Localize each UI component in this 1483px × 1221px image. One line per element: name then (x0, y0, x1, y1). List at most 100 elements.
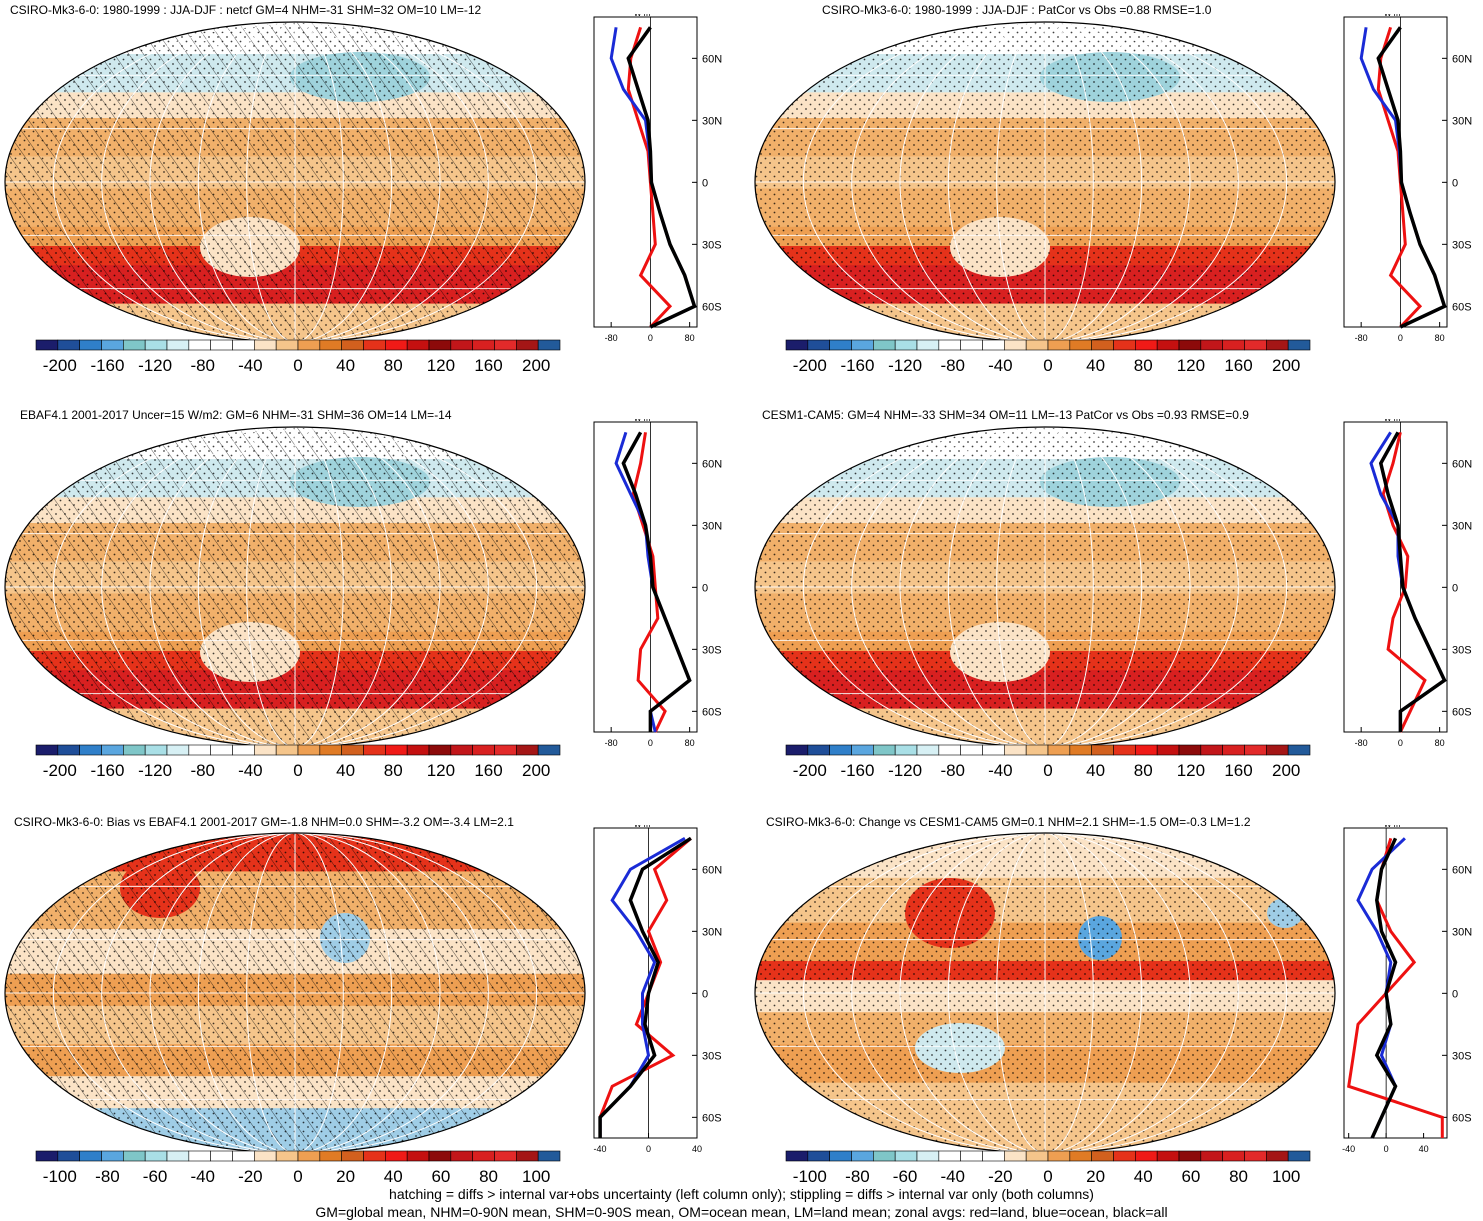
colorbar-tick-label: 80 (1134, 761, 1153, 780)
lat-tick-label: 60N (1452, 864, 1472, 876)
colorbar-tick-label: 0 (293, 356, 302, 375)
lat-tick-label: 30S (702, 1050, 722, 1062)
lat-tick-label: 30N (702, 115, 722, 127)
colorbar-tick-label: 0 (1043, 761, 1052, 780)
global-map (754, 21, 1336, 343)
panel-title: CSIRO-Mk3-6-0: 1980-1999 : JJA-DJF : net… (10, 3, 482, 17)
lat-tick-label: 30N (702, 520, 722, 532)
colorbar-tick-label: -80 (190, 356, 215, 375)
units-label: W m⁻² (1384, 419, 1408, 423)
lat-tick-label: 60S (1452, 301, 1472, 313)
zonal-all-line (1378, 431, 1447, 732)
colorbar-tick-label: 120 (427, 356, 455, 375)
colorbar-tick-label: 80 (479, 1167, 498, 1186)
x-tick-label: 0 (1384, 1144, 1389, 1154)
colorbar-tick-label: -20 (238, 1167, 263, 1186)
colorbar-tick-label: 0 (293, 761, 302, 780)
units-label: W m⁻² (634, 825, 658, 829)
colorbar-tick-label: -60 (143, 1167, 168, 1186)
units-label: W m⁻² (634, 14, 658, 18)
lat-tick-label: 60N (702, 864, 722, 876)
colorbar-tick-label: 20 (336, 1167, 355, 1186)
colorbar-tick-label: -160 (840, 761, 874, 780)
lat-tick-label: 60N (702, 53, 722, 65)
lat-tick-label: 0 (1452, 582, 1458, 594)
colorbar-tick-label: 0 (1043, 1167, 1052, 1186)
colorbar-tick-label: -200 (793, 356, 827, 375)
colorbar-tick-label: 0 (293, 1167, 302, 1186)
lat-tick-label: 30S (1452, 239, 1472, 251)
zonal-all-line (598, 836, 692, 1138)
global-map (754, 832, 1336, 1154)
colorbar-tick-label: -60 (893, 1167, 918, 1186)
footer-note-hatching: hatching = diffs > internal var+obs unce… (389, 1186, 1094, 1202)
colorbar-tick-label: -120 (888, 761, 922, 780)
global-map (4, 21, 586, 343)
x-tick-label: 80 (1435, 738, 1445, 748)
panel-title: CSIRO-Mk3-6-0: Bias vs EBAF4.1 2001-2017… (14, 815, 514, 829)
lat-tick-label: 60N (1452, 53, 1472, 65)
colorbar-tick-label: -40 (238, 761, 263, 780)
colorbar-tick-label: 40 (336, 356, 355, 375)
colorbar: -100 -80 -60 -40 -20 0 20 40 60 80 100 (35, 1150, 561, 1186)
colorbar-tick-label: -120 (138, 761, 172, 780)
colorbar: -100 -80 -60 -40 -20 0 20 40 60 80 100 (785, 1150, 1311, 1186)
zonal-mean-plot: W m⁻² -80 0 80 60N 30N 0 30S 60S (593, 14, 722, 343)
lat-tick-label: 60N (702, 458, 722, 470)
colorbar-tick-label: -100 (43, 1167, 77, 1186)
colorbar-tick-label: 80 (384, 356, 403, 375)
panel-title: CSIRO-Mk3-6-0: 1980-1999 : JJA-DJF : Pat… (822, 3, 1212, 17)
colorbar: -200 -160 -120 -80 -40 0 40 80 120 160 200 (35, 339, 561, 375)
x-tick-label: 80 (1435, 333, 1445, 343)
global-map (4, 426, 586, 748)
lat-tick-label: 30S (702, 644, 722, 656)
colorbar-tick-label: 40 (1134, 1167, 1153, 1186)
colorbar-tick-label: -200 (43, 356, 77, 375)
lat-tick-label: 60S (702, 301, 722, 313)
colorbar-tick-label: -160 (90, 761, 124, 780)
lat-tick-label: 0 (1452, 988, 1458, 1000)
zonal-mean-plot: W m⁻² -40 0 40 60N 30N 0 30S 60S (593, 825, 722, 1154)
colorbar-tick-label: 200 (1272, 761, 1300, 780)
colorbar-tick-label: -160 (840, 356, 874, 375)
global-map (754, 426, 1336, 748)
colorbar-tick-label: 80 (1134, 356, 1153, 375)
lat-tick-label: 0 (702, 177, 708, 189)
lat-tick-label: 30N (1452, 115, 1472, 127)
panel-title: CSIRO-Mk3-6-0: Change vs CESM1-CAM5 GM=0… (766, 815, 1251, 829)
lat-tick-label: 0 (1452, 177, 1458, 189)
x-tick-label: -40 (594, 1144, 607, 1154)
colorbar-tick-label: -160 (90, 356, 124, 375)
zonal-land-line (631, 432, 667, 733)
colorbar-tick-label: -80 (845, 1167, 870, 1186)
units-label: W m⁻² (1384, 14, 1408, 18)
x-tick-label: 0 (648, 333, 653, 343)
colorbar-tick-label: -40 (238, 356, 263, 375)
x-tick-label: -40 (1342, 1144, 1355, 1154)
colorbar-tick-label: 120 (427, 761, 455, 780)
colorbar-tick-label: 160 (474, 356, 502, 375)
colorbar-tick-label: -80 (190, 761, 215, 780)
x-tick-label: 0 (648, 738, 653, 748)
zonal-all-line (621, 431, 692, 732)
footer-note-means: GM=global mean, NHM=0-90N mean, SHM=0-90… (315, 1204, 1168, 1220)
lat-tick-label: 0 (702, 582, 708, 594)
colorbar-tick-label: 120 (1177, 761, 1205, 780)
colorbar-tick-label: 40 (1086, 761, 1105, 780)
x-tick-label: 80 (685, 333, 695, 343)
x-tick-label: 40 (692, 1144, 702, 1154)
panel-title: EBAF4.1 2001-2017 Uncer=15 W/m2: GM=6 NH… (20, 408, 452, 422)
x-tick-label: 0 (646, 1144, 651, 1154)
colorbar-tick-label: -40 (988, 761, 1013, 780)
colorbar-tick-label: -100 (793, 1167, 827, 1186)
x-tick-label: -80 (1355, 738, 1368, 748)
colorbar-tick-label: 200 (522, 356, 550, 375)
x-tick-label: -80 (605, 738, 618, 748)
colorbar-tick-label: -80 (940, 356, 965, 375)
colorbar-tick-label: 20 (1086, 1167, 1105, 1186)
colorbar: -200 -160 -120 -80 -40 0 40 80 120 160 200 (35, 744, 561, 780)
lat-tick-label: 60S (1452, 1112, 1472, 1124)
zonal-mean-plot: W m⁻² -80 0 80 60N 30N 0 30S 60S (1343, 419, 1472, 748)
lat-tick-label: 60S (702, 1112, 722, 1124)
colorbar-tick-label: 200 (1272, 356, 1300, 375)
